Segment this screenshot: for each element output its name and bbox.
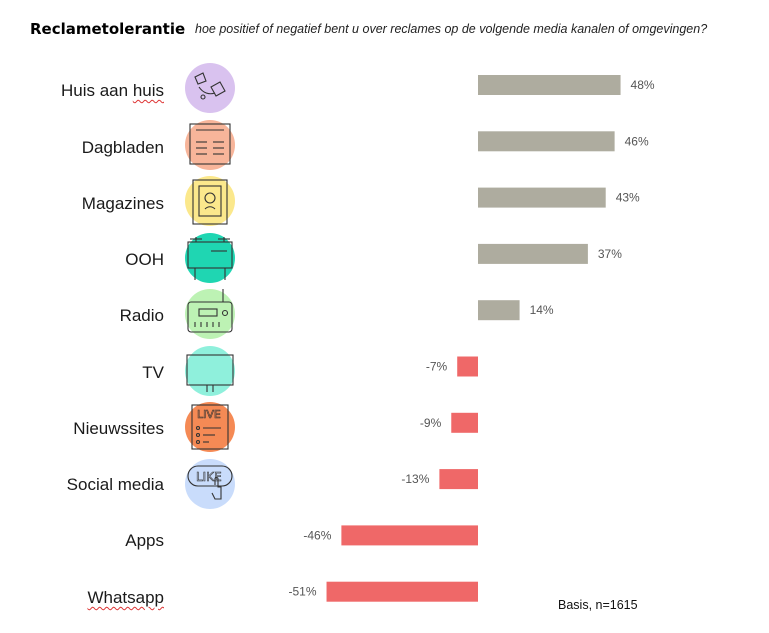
tv-icon xyxy=(185,346,235,396)
news-site-icon: LIVE xyxy=(185,402,235,452)
data-label: -9% xyxy=(420,416,442,430)
bar-nieuwssites xyxy=(451,412,478,433)
data-label: 14% xyxy=(530,303,554,317)
category-text: Whatsapp xyxy=(87,588,164,607)
bar-apps xyxy=(341,525,478,546)
category-label-nieuwssites: Nieuwssites xyxy=(73,419,164,438)
data-label: 48% xyxy=(631,78,655,92)
category-label-tv: TV xyxy=(142,363,164,382)
bar-radio xyxy=(478,300,520,321)
bar-magazines xyxy=(478,187,606,208)
svg-text:LIVE: LIVE xyxy=(197,408,221,421)
bar-whatsapp xyxy=(326,581,478,602)
door-to-door-icon xyxy=(185,63,235,113)
bar-ooh xyxy=(478,243,588,264)
billboard-icon xyxy=(185,233,235,283)
chart-subtitle: hoe positief of negatief bent u over rec… xyxy=(195,22,708,36)
bar-social-media xyxy=(439,469,478,490)
category-label-huis-aan-huis: Huis aan huis xyxy=(61,81,164,101)
category-label-ooh: OOH xyxy=(125,250,164,269)
basis-note: Basis, n=1615 xyxy=(558,598,638,612)
bar-huis-aan-huis xyxy=(478,75,621,95)
category-text: Huis aan huis xyxy=(60,81,164,100)
category-label-dagbladen: Dagbladen xyxy=(81,138,164,157)
category-label-radio: Radio xyxy=(119,306,164,325)
data-label: -7% xyxy=(426,360,448,374)
magazine-icon xyxy=(185,176,235,226)
chart-title: Reclametolerantie xyxy=(30,20,186,38)
bar-dagbladen xyxy=(478,131,615,152)
category-label-apps: Apps xyxy=(125,531,164,550)
data-label: 43% xyxy=(616,191,640,205)
data-label: 37% xyxy=(598,247,622,261)
data-label: 46% xyxy=(625,134,649,148)
category-label-magazines: Magazines xyxy=(81,194,164,213)
data-label: -51% xyxy=(289,585,317,599)
newspaper-icon xyxy=(185,120,235,170)
radio-icon xyxy=(185,289,235,339)
data-label: -13% xyxy=(401,472,429,486)
bar-tv xyxy=(457,356,478,377)
category-label-social-media: Social media xyxy=(66,475,164,494)
data-label: -46% xyxy=(303,528,331,542)
social-like-icon: LIKE xyxy=(185,459,235,509)
category-label-whatsapp: Whatsapp xyxy=(87,588,164,608)
